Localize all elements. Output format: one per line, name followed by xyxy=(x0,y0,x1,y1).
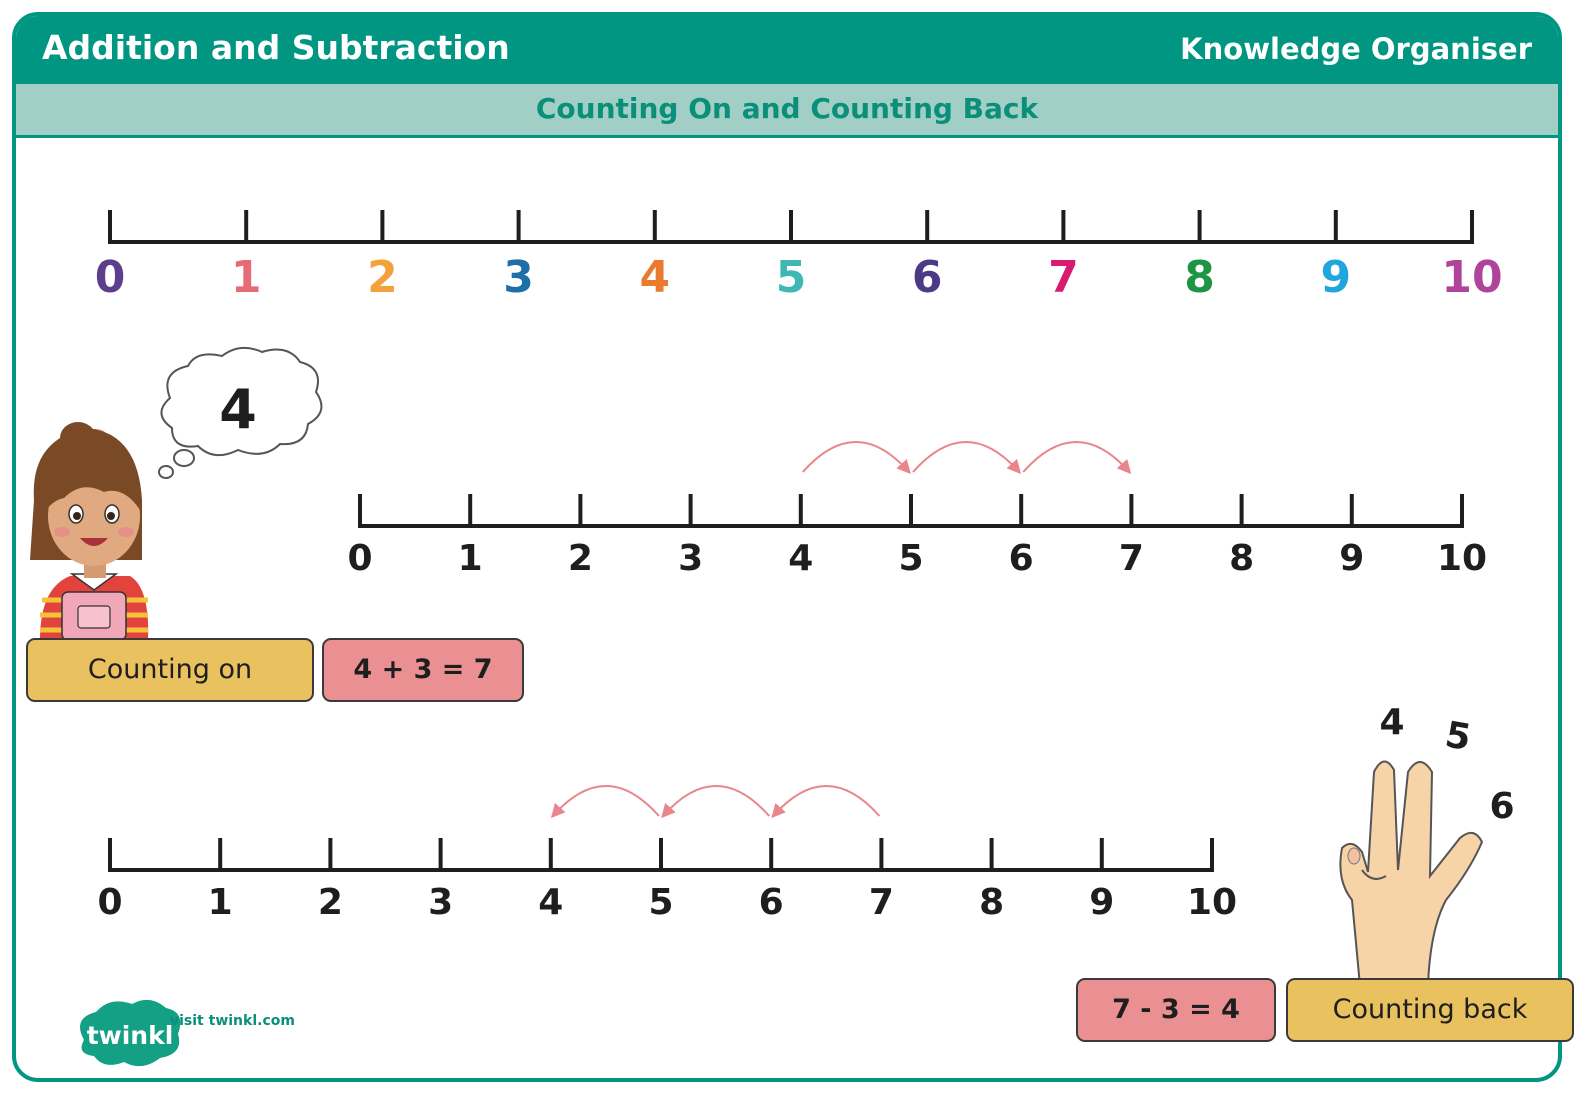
page-title: Addition and Subtraction xyxy=(42,28,510,67)
number-line-label: 7 xyxy=(1119,538,1144,579)
section-subtitle: Counting On and Counting Back xyxy=(535,92,1039,125)
number-line-label: 9 xyxy=(1320,252,1351,303)
jump-arrow xyxy=(771,785,881,819)
number-line-label: 10 xyxy=(1437,538,1487,579)
jump-arrow xyxy=(661,785,770,819)
visit-twinkl-link[interactable]: visit twinkl.com xyxy=(170,1013,295,1029)
counting-on-label: Counting on xyxy=(26,638,314,702)
number-line-label: 6 xyxy=(759,882,784,923)
number-line-label: 1 xyxy=(208,882,233,923)
finger-number-1: 4 xyxy=(1379,702,1404,743)
number-line-label: 3 xyxy=(428,882,453,923)
subheader-bar: Counting On and Counting Back xyxy=(16,82,1558,138)
number-line-label: 4 xyxy=(639,252,670,303)
number-line-label: 4 xyxy=(538,882,563,923)
knowledge-organiser-frame: Addition and Subtraction Knowledge Organ… xyxy=(12,12,1562,1082)
finger-number-2: 5 xyxy=(1442,714,1474,759)
counting-back-equation: 7 - 3 = 4 xyxy=(1076,978,1276,1042)
counting-back-label: Counting back xyxy=(1286,978,1574,1042)
girl-character xyxy=(30,422,149,641)
number-line-label: 6 xyxy=(912,252,943,303)
counting-on-equation: 4 + 3 = 7 xyxy=(322,638,524,702)
top-number-line: 0 1 2 3 4 5 6 7 8 9 10 xyxy=(95,210,1503,303)
number-line-label: 3 xyxy=(503,252,534,303)
thought-bubble: 4 xyxy=(158,346,323,479)
number-line-label: 0 xyxy=(347,538,372,579)
counting-hand-illustration: 4 5 6 xyxy=(1339,702,1515,987)
number-line-label: 4 xyxy=(788,538,813,579)
number-line-label: 1 xyxy=(458,538,483,579)
thought-bubble-number: 4 xyxy=(219,378,257,441)
header-bar: Addition and Subtraction Knowledge Organ… xyxy=(16,16,1558,82)
counting-on-number-line: 0 1 2 3 4 5 6 7 8 9 10 xyxy=(347,441,1487,579)
number-line-label: 8 xyxy=(1229,538,1254,579)
number-line-label: 5 xyxy=(776,252,807,303)
jump-arrow xyxy=(912,441,1022,475)
number-line-label: 10 xyxy=(1187,882,1237,923)
jump-arrow xyxy=(550,785,660,819)
number-line-label: 0 xyxy=(95,252,126,303)
number-line-label: 0 xyxy=(97,882,122,923)
twinkl-logo: twinkl xyxy=(80,999,181,1067)
number-line-label: 5 xyxy=(898,538,923,579)
number-line-label: 3 xyxy=(678,538,703,579)
jump-arrow xyxy=(1022,441,1132,475)
number-line-label: 8 xyxy=(979,882,1004,923)
organiser-label: Knowledge Organiser xyxy=(1180,32,1532,66)
number-line-label: 9 xyxy=(1339,538,1364,579)
number-line-label: 1 xyxy=(231,252,262,303)
number-line-label: 9 xyxy=(1089,882,1114,923)
number-line-label: 5 xyxy=(648,882,673,923)
number-line-label: 7 xyxy=(1048,252,1079,303)
finger-number-3: 6 xyxy=(1489,786,1514,827)
twinkl-logo-text: twinkl xyxy=(87,1021,174,1050)
number-line-label: 8 xyxy=(1184,252,1215,303)
number-line-label: 7 xyxy=(869,882,894,923)
number-line-label: 2 xyxy=(568,538,593,579)
jump-arrow xyxy=(802,441,911,475)
counting-back-number-line: 0 1 2 3 4 5 6 7 8 9 10 xyxy=(97,785,1237,923)
number-line-label: 2 xyxy=(367,252,398,303)
number-line-label: 6 xyxy=(1009,538,1034,579)
number-line-label: 2 xyxy=(318,882,343,923)
number-line-label: 10 xyxy=(1441,252,1502,303)
